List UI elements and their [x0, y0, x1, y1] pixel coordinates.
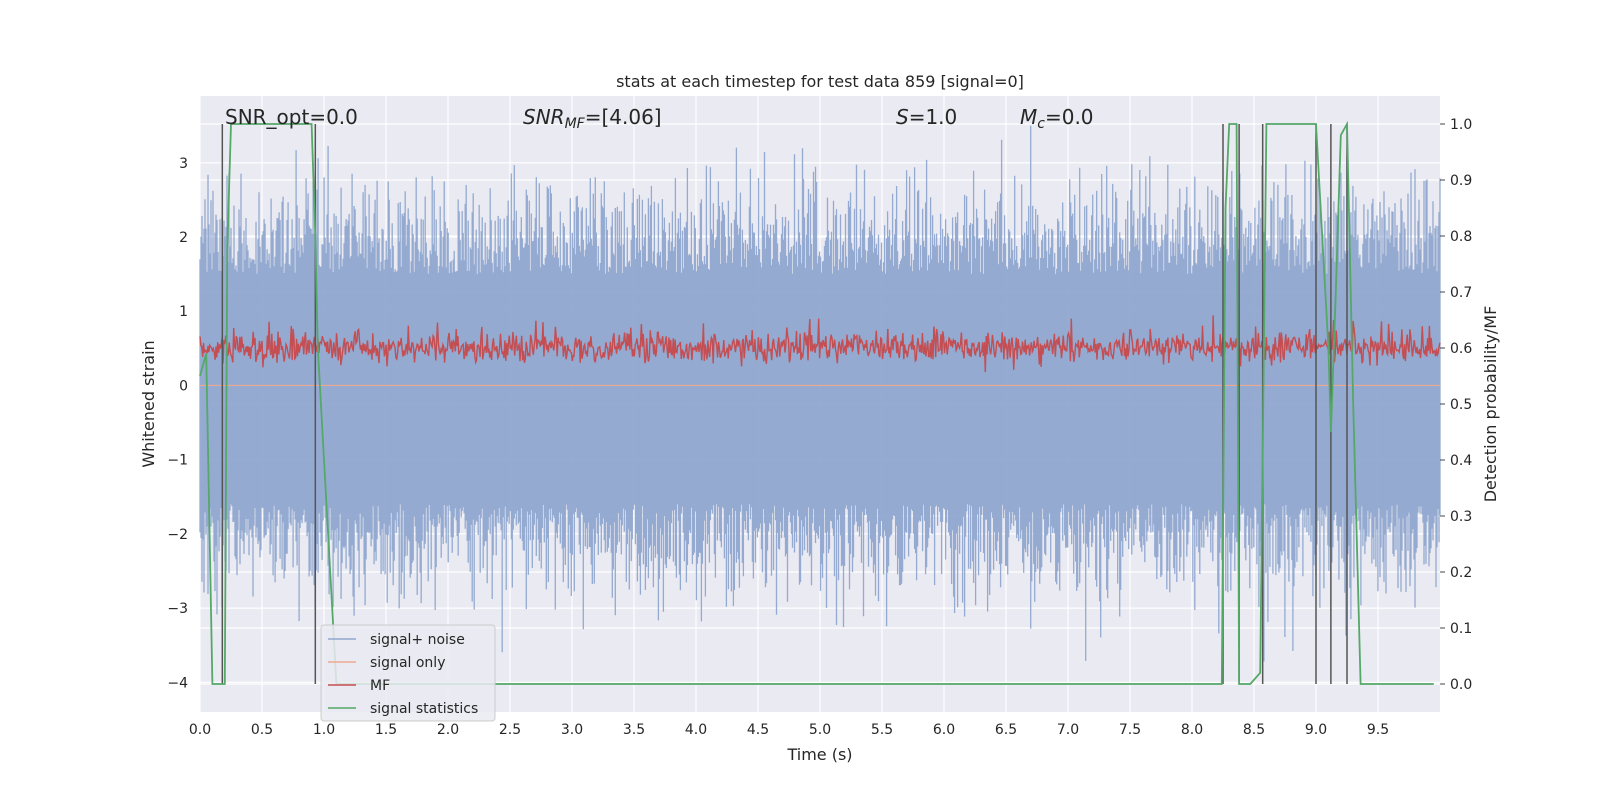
x-tick-label: 7.5 — [1119, 722, 1141, 738]
s-main: S — [896, 105, 909, 129]
y-left-tick-label: 2 — [179, 230, 188, 246]
y-right-tick-label: 0.2 — [1450, 565, 1472, 581]
series-signal-noise — [199, 125, 1441, 662]
x-tick-label: 8.0 — [1181, 722, 1203, 738]
y-right-tick-label: 0.0 — [1450, 677, 1472, 693]
x-tick-label: 3.0 — [561, 722, 583, 738]
series-mf — [199, 315, 1441, 373]
y-left-tick-label: −1 — [167, 453, 188, 469]
x-tick-label: 7.0 — [1057, 722, 1079, 738]
x-tick-label: 4.5 — [747, 722, 769, 738]
legend-label-mf: MF — [370, 678, 390, 694]
y-right-tick-label: 0.4 — [1450, 453, 1472, 469]
y-right-tick-label: 0.6 — [1450, 341, 1472, 357]
y-left-tick-label: −4 — [167, 675, 188, 691]
x-tick-label: 2.0 — [437, 722, 459, 738]
legend-box — [320, 624, 496, 722]
s-annotation: S=1.0 — [896, 105, 957, 129]
mc-annotation: Mc=0.0 — [1020, 105, 1094, 132]
y-axis-right-ticks: 0.0 0.1 0.2 0.3 0.4 0.5 0.6 0.7 0.8 0.9 1.0 — [1440, 117, 1472, 693]
x-tick-label: 6.5 — [995, 722, 1017, 738]
x-tick-label: 0.0 — [189, 722, 211, 738]
x-tick-label: 8.5 — [1243, 722, 1265, 738]
plot-series — [199, 120, 1441, 685]
snr-mf-value: =[4.06] — [585, 105, 662, 129]
legend-label-signal-only: signal only — [370, 655, 445, 671]
y-axis-left-label: Whitened strain — [139, 340, 158, 467]
x-tick-label: 5.0 — [809, 722, 831, 738]
snr-mf-sub: MF — [565, 116, 586, 132]
mc-sub: c — [1037, 116, 1045, 132]
y-right-tick-label: 0.1 — [1450, 621, 1472, 637]
x-axis-ticks: 0.0 0.5 1.0 1.5 2.0 2.5 3.0 3.5 4.0 4.5 5.0 5.5 6.0 6… — [189, 722, 1389, 738]
y-right-tick-label: 1.0 — [1450, 117, 1472, 133]
y-left-tick-label: 0 — [179, 378, 188, 394]
x-axis-label: Time (s) — [786, 745, 852, 764]
mc-value: =0.0 — [1045, 105, 1094, 129]
x-tick-label: 3.5 — [623, 722, 645, 738]
x-tick-label: 1.0 — [313, 722, 335, 738]
legend-label-signal-statistics: signal statistics — [370, 701, 478, 717]
chart-title: stats at each timestep for test data 859… — [616, 72, 1024, 91]
snr-mf-annotation: SNRMF=[4.06] — [523, 105, 662, 132]
legend: signal+ noise signal only MF signal stat… — [320, 624, 496, 722]
x-tick-label: 6.0 — [933, 722, 955, 738]
y-left-tick-label: 1 — [179, 304, 188, 320]
y-right-tick-label: 0.8 — [1450, 229, 1472, 245]
y-left-tick-label: 3 — [179, 156, 188, 172]
legend-label-signal-noise: signal+ noise — [370, 632, 465, 648]
y-left-tick-label: −2 — [167, 527, 188, 543]
series-signal-statistics — [199, 120, 1434, 685]
y-right-tick-label: 0.3 — [1450, 509, 1472, 525]
x-tick-label: 2.5 — [499, 722, 521, 738]
mc-main: M — [1020, 105, 1037, 129]
y-axis-right-label: Detection probability/MF — [1481, 306, 1500, 503]
x-tick-label: 9.0 — [1305, 722, 1327, 738]
x-tick-label: 1.5 — [375, 722, 397, 738]
annotations: SNR_opt=0.0 SNRMF=[4.06] S=1.0 Mc=0.0 — [225, 105, 1094, 132]
x-tick-label: 5.5 — [871, 722, 893, 738]
y-right-tick-label: 0.5 — [1450, 397, 1472, 413]
y-right-tick-label: 0.7 — [1450, 285, 1472, 301]
y-left-tick-label: −3 — [167, 601, 188, 617]
s-value: =1.0 — [909, 105, 958, 129]
x-tick-label: 9.5 — [1367, 722, 1389, 738]
x-tick-label: 0.5 — [251, 722, 273, 738]
snr-mf-main: SNR — [523, 105, 565, 129]
y-right-tick-label: 0.9 — [1450, 173, 1472, 189]
y-axis-left-ticks: −4 −3 −2 −1 0 1 2 3 — [167, 156, 188, 692]
x-tick-label: 4.0 — [685, 722, 707, 738]
snr-opt-annotation: SNR_opt=0.0 — [225, 105, 358, 129]
